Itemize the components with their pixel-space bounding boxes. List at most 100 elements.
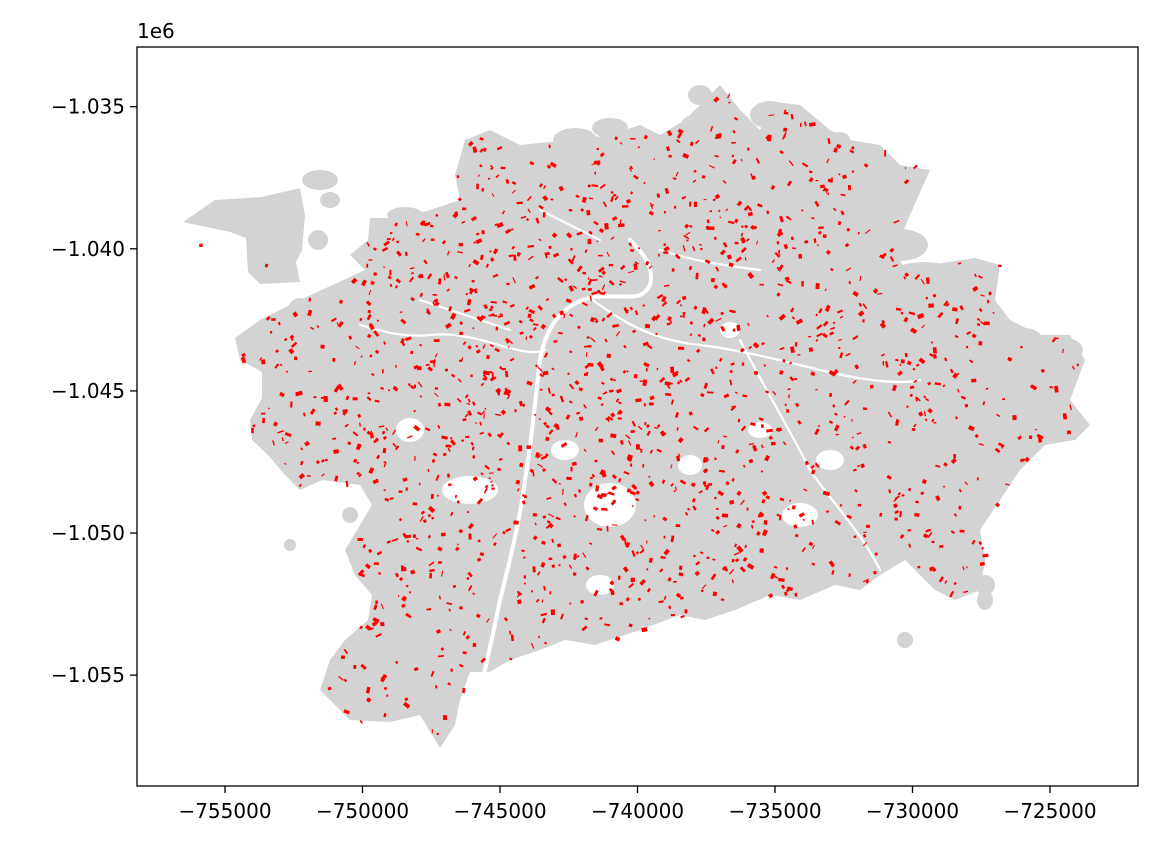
parcel-mark: [516, 202, 520, 204]
parcel-mark: [852, 379, 857, 384]
parcel-mark: [608, 389, 614, 393]
parcel-mark: [924, 418, 928, 422]
city-area-polygon: [235, 85, 1090, 748]
parcel-mark: [400, 565, 407, 572]
parcel-mark: [383, 462, 387, 468]
parcel-mark: [575, 555, 580, 559]
x-tick-label: −735000: [728, 799, 821, 823]
parcel-mark: [1028, 435, 1033, 440]
parcel-mark: [501, 368, 506, 371]
parcel-mark: [904, 272, 909, 278]
parcel-mark: [679, 379, 683, 383]
parcel-mark: [404, 697, 409, 702]
parcel-mark: [626, 199, 631, 204]
parcel-mark: [628, 440, 632, 446]
parcel-mark: [784, 276, 790, 282]
parcel-mark: [371, 372, 375, 376]
parcel-mark: [512, 277, 516, 284]
parcel-mark: [881, 319, 886, 324]
parcel-mark: [753, 344, 757, 348]
parcel-mark: [886, 474, 892, 480]
parcel-mark: [454, 275, 458, 280]
outlying-area-polygon: [977, 590, 993, 610]
parcel-mark: [566, 232, 573, 239]
parcel-mark: [834, 424, 840, 432]
parcel-mark: [556, 543, 562, 548]
parcel-mark: [419, 221, 425, 226]
parcel-mark: [472, 592, 475, 595]
parcel-mark: [914, 273, 921, 280]
outlying-area-polygon: [975, 575, 995, 595]
parcel-mark: [459, 359, 462, 362]
parcel-mark: [759, 548, 764, 553]
parcel-mark: [862, 541, 868, 547]
parcel-mark: [832, 321, 836, 325]
parcel-mark: [643, 181, 646, 185]
parcel-mark: [930, 341, 934, 344]
parcel-mark: [835, 433, 839, 436]
parcel-mark: [626, 454, 632, 461]
parcel-mark: [712, 198, 717, 202]
parcel-mark: [939, 544, 944, 549]
parcel-mark: [425, 363, 430, 367]
parcel-mark: [724, 566, 727, 569]
parcel-mark: [434, 685, 438, 689]
parcel-mark: [865, 524, 871, 529]
parcel-mark: [300, 447, 304, 451]
parcel-mark: [748, 442, 755, 446]
parcel-mark: [479, 148, 484, 153]
parcel-mark: [695, 348, 701, 353]
parcel-mark: [591, 279, 598, 282]
parcel-mark: [429, 568, 435, 573]
parcel-mark: [437, 654, 444, 658]
parcel-mark: [893, 219, 900, 224]
parcel-mark: [615, 398, 620, 403]
parcel-mark: [559, 310, 565, 316]
parcel-mark: [654, 313, 661, 321]
parcel-mark: [484, 485, 489, 489]
parcel-mark: [587, 345, 592, 348]
parcel-mark: [670, 614, 675, 617]
parcel-mark: [432, 294, 437, 296]
parcel-mark: [431, 729, 433, 734]
parcel-mark: [456, 398, 462, 403]
parcel-mark: [378, 572, 381, 575]
parcel-mark: [462, 207, 467, 211]
parcel-mark: [394, 572, 400, 578]
outlying-area-polygon: [688, 85, 712, 105]
parcel-mark: [376, 551, 383, 556]
parcel-mark: [714, 154, 719, 158]
parcel-mark: [433, 339, 440, 342]
parcel-mark: [955, 416, 958, 420]
parcel-mark: [589, 476, 593, 480]
outlying-area-polygon: [553, 128, 597, 152]
parcel-mark: [725, 208, 729, 212]
outlying-area-polygon: [288, 298, 312, 322]
parcel-mark: [444, 402, 451, 407]
parcel-mark: [622, 369, 627, 374]
parcel-mark: [612, 323, 620, 328]
parcel-mark: [580, 208, 585, 213]
parcel-mark: [619, 602, 623, 606]
parcel-mark: [829, 392, 833, 398]
parcel-mark: [371, 620, 378, 627]
parcel-mark: [468, 585, 473, 592]
parcel-mark: [400, 338, 405, 344]
parcel-mark: [815, 283, 820, 290]
parcel-mark: [427, 534, 431, 539]
parcel-mark: [742, 464, 746, 468]
parcel-mark: [608, 491, 615, 496]
parcel-mark: [241, 352, 246, 358]
parcel-mark: [790, 236, 794, 241]
parcel-mark: [527, 208, 531, 213]
parcel-mark: [525, 336, 528, 340]
parcel-mark: [750, 524, 754, 529]
parcel-mark: [983, 321, 990, 326]
parcel-mark: [776, 266, 782, 271]
parcel-mark: [1076, 363, 1080, 367]
parcel-mark: [689, 333, 693, 337]
parcel-mark: [597, 254, 603, 257]
parcel-mark: [573, 285, 578, 290]
parcel-mark: [619, 439, 624, 445]
parcel-mark: [426, 608, 431, 611]
